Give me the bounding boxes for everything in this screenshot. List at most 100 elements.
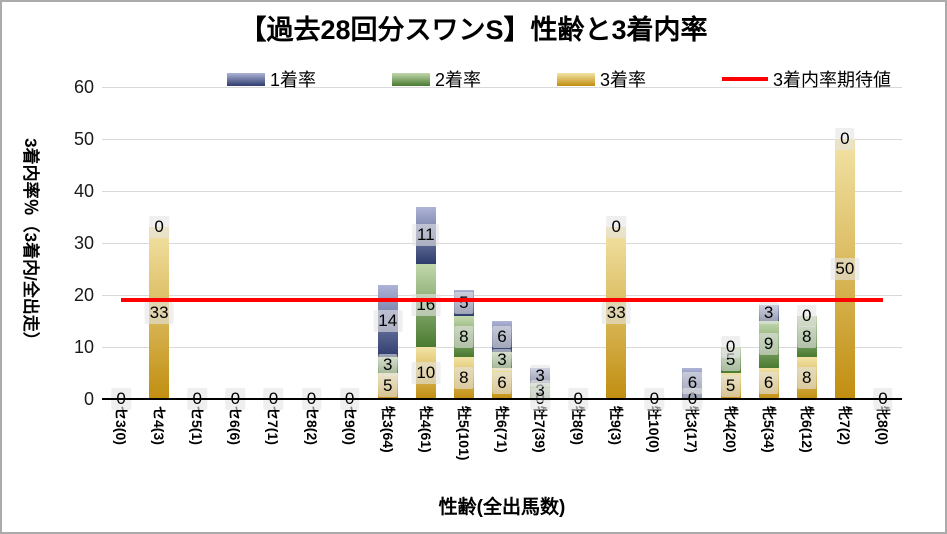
data-label: 14 xyxy=(373,310,403,332)
gridline xyxy=(102,87,902,88)
x-axis-label-text: 牡3(64) xyxy=(379,406,396,453)
x-axis-label-text: セ7(1) xyxy=(265,406,282,445)
data-label: 6 xyxy=(758,372,779,395)
bar-column: 0 xyxy=(216,87,254,410)
bar-column: 0 xyxy=(292,87,330,410)
x-axis-label: セ5(1) xyxy=(178,404,216,490)
y-axis-tick: 20 xyxy=(73,285,94,305)
x-axis-label-text: セ3(0) xyxy=(113,406,130,445)
gridline xyxy=(102,295,902,296)
x-axis-label-text: 牡4(61) xyxy=(417,406,434,453)
bar-column: 6 9 3 xyxy=(750,87,788,399)
x-axis-label-text: 牝4(20) xyxy=(722,406,739,453)
legend-bar-swatch-icon xyxy=(557,72,595,86)
data-label: 8 xyxy=(454,367,474,390)
chart-title: 【過去28回分スワンS】性齢と3着内率 xyxy=(239,15,708,45)
x-axis-line xyxy=(102,398,902,400)
legend-label: 3着率 xyxy=(600,70,647,90)
expected-value-line xyxy=(121,298,883,303)
y-axis-tick: 50 xyxy=(73,129,94,149)
data-label: 3 xyxy=(530,364,550,387)
x-axis-label-text: セ6(6) xyxy=(227,406,244,445)
data-label: 3 xyxy=(758,302,779,325)
legend-item: 3着内率期待値 xyxy=(722,66,891,92)
data-label: 33 xyxy=(144,302,174,325)
x-axis-label: 牡7(39) xyxy=(521,404,559,490)
x-axis-label-text: セ4(3) xyxy=(151,406,168,445)
bar-column: 33 0 xyxy=(140,87,178,399)
x-axis-label-text: 牡7(39) xyxy=(532,406,549,453)
legend-label: 1着率 xyxy=(269,70,316,90)
data-label: 50 xyxy=(830,258,860,280)
data-label: 6 xyxy=(492,372,512,395)
y-axis-tick: 0 xyxy=(83,389,94,409)
legend: 1着率 2着率 3着率 3着内率期待値 xyxy=(159,66,945,92)
x-axis-label: 牡10(0) xyxy=(635,404,673,490)
legend-bar-swatch-icon xyxy=(391,72,430,86)
y-axis-tick: 60 xyxy=(73,77,94,97)
legend-line-swatch-icon xyxy=(722,77,769,81)
x-axis-label-text: 牝3(17) xyxy=(684,406,701,453)
bar-column: 0 xyxy=(864,87,902,410)
data-label: 8 xyxy=(797,325,817,348)
gridline xyxy=(102,191,902,192)
legend-item: 3着率 xyxy=(557,66,646,92)
x-axis-label: 牝4(20) xyxy=(712,404,750,490)
y-axis-tick: 40 xyxy=(73,181,94,201)
bar-column: 33 0 xyxy=(597,87,635,399)
bar-column: 10 16 11 xyxy=(407,87,445,399)
bar-column: 5 3 14 xyxy=(369,87,407,399)
data-label: 6 xyxy=(492,325,512,348)
data-label: 33 xyxy=(601,302,631,325)
x-axis-label: セ8(2) xyxy=(292,404,330,490)
data-label: 0 xyxy=(149,216,169,239)
x-axis-label-text: 牡10(0) xyxy=(646,406,663,453)
x-axis-labels: セ3(0) セ4(3) セ5(1) セ6(6) セ7(1) セ8(2) セ9(0) 牡3(64… xyxy=(102,404,902,490)
legend-bar-swatch-icon xyxy=(226,72,265,86)
bar-column: 0 xyxy=(178,87,216,410)
gridline xyxy=(102,243,902,244)
bar-columns: 0330000005314101611885636033033000655069… xyxy=(102,87,902,410)
x-axis-label: セ7(1) xyxy=(254,404,292,490)
data-label: 0 xyxy=(720,336,741,358)
legend-item: 2着率 xyxy=(391,66,481,92)
x-axis-label-text: 牡9(3) xyxy=(608,406,625,445)
data-label: 0 xyxy=(606,216,626,239)
data-label: 10 xyxy=(411,362,441,384)
bar-column: 50 0 xyxy=(826,87,864,399)
bar-column: 06 xyxy=(673,87,711,410)
x-axis-label-text: 牝6(12) xyxy=(798,406,815,453)
data-label: 11 xyxy=(411,224,440,247)
x-axis-label: セ3(0) xyxy=(102,404,140,490)
x-axis-label: セ6(6) xyxy=(216,404,254,490)
x-axis-label-text: セ8(2) xyxy=(303,406,320,445)
data-label: 3 xyxy=(377,354,398,377)
y-axis-tick: 30 xyxy=(73,233,94,253)
x-axis-label-text: セ5(1) xyxy=(189,406,206,445)
data-label: 6 xyxy=(682,372,703,395)
x-axis-label: 牡3(64) xyxy=(369,404,407,490)
x-axis-title: 性齢(全出馬数) xyxy=(438,497,566,518)
x-axis-label-text: セ9(0) xyxy=(341,406,358,445)
x-axis-label: 牝3(17) xyxy=(673,404,711,490)
x-axis-label: 牡8(9) xyxy=(559,404,597,490)
bar-column: 0 xyxy=(559,87,597,410)
bar-column: 033 xyxy=(521,87,559,410)
x-axis-label: 牡5(101) xyxy=(445,404,483,490)
x-axis-label-text: 牝8(0) xyxy=(874,406,891,445)
bar-column: 0 xyxy=(102,87,140,410)
x-axis-label: 牝8(0) xyxy=(864,404,902,490)
gridline xyxy=(102,139,902,140)
legend-item: 1着率 xyxy=(226,66,316,92)
x-axis-label-text: 牡5(101) xyxy=(455,406,472,461)
x-axis-label: 牡6(71) xyxy=(483,404,521,490)
data-label: 3 xyxy=(492,349,512,371)
bar-column: 0 xyxy=(331,87,369,410)
bar-column: 0 xyxy=(635,87,673,410)
x-axis-label-text: 牝7(2) xyxy=(836,406,853,445)
data-label: 5 xyxy=(377,375,398,397)
bar-column: 8 8 5 xyxy=(445,87,483,399)
